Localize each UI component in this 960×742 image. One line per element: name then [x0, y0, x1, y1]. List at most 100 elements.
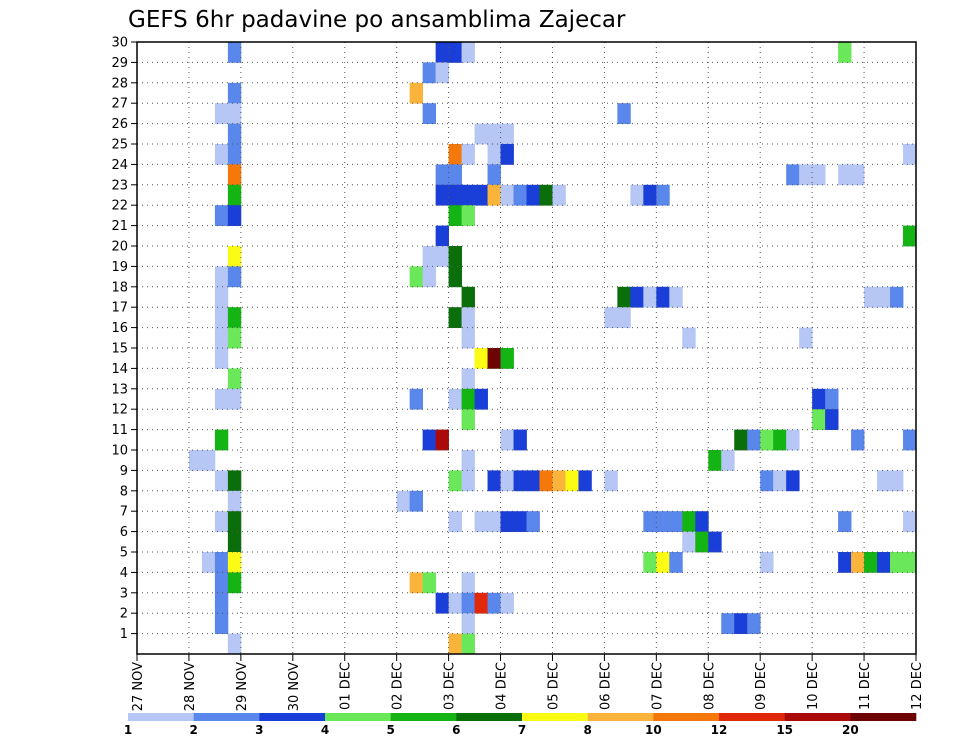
heatmap-cell: [422, 62, 437, 84]
heatmap-cell: [227, 327, 242, 349]
heatmap-cell: [435, 429, 449, 451]
heatmap-cell: [227, 388, 242, 410]
heatmap-cell: [461, 613, 475, 634]
heatmap-cell: [643, 286, 657, 308]
heatmap-cell: [227, 511, 242, 532]
y-tick-label: 26: [111, 117, 128, 132]
y-tick-label: 24: [111, 158, 128, 173]
heatmap-cell: [227, 470, 242, 492]
heatmap-cell: [487, 511, 501, 532]
heatmap-cell: [643, 552, 657, 573]
heatmap-cell: [903, 511, 917, 532]
heatmap-cell: [682, 531, 696, 553]
colorbar-swatch: [128, 713, 194, 721]
heatmap-cell: [474, 592, 488, 614]
heatmap-cell: [422, 266, 437, 288]
heatmap-cell: [825, 409, 839, 430]
heatmap-cell: [630, 286, 644, 308]
heatmap-cell: [903, 552, 917, 573]
colorbar-swatch: [653, 713, 720, 721]
heatmap-cell: [227, 184, 242, 206]
heatmap-cell: [227, 164, 242, 186]
x-tick-label: 03 DEC: [443, 662, 458, 710]
heatmap-cell: [851, 552, 865, 573]
y-tick-label: 3: [120, 586, 128, 601]
heatmap-cell: [214, 327, 229, 349]
colorbar-label: 15: [776, 723, 793, 737]
heatmap-cell: [890, 470, 904, 492]
heatmap-cell: [227, 368, 242, 390]
heatmap-cell: [812, 409, 826, 430]
heatmap-cell: [695, 531, 709, 553]
heatmap-cell: [851, 429, 865, 451]
y-tick-label: 7: [120, 505, 128, 520]
y-tick-label: 17: [111, 301, 128, 316]
heatmap-cell: [643, 184, 657, 206]
heatmap-cell: [734, 613, 748, 634]
heatmap-cell: [799, 164, 813, 186]
heatmap-cell: [435, 62, 449, 84]
y-tick-label: 10: [111, 444, 128, 459]
heatmap-cell: [799, 327, 813, 349]
heatmap-cell: [487, 164, 501, 186]
heatmap-cell: [695, 511, 709, 532]
heatmap-cell: [890, 552, 904, 573]
heatmap-cell: [526, 470, 540, 492]
heatmap-cell: [435, 225, 449, 247]
heatmap-cells: [188, 42, 917, 655]
heatmap-cell: [448, 144, 462, 165]
heatmap-cell: [214, 429, 229, 451]
heatmap-cell: [461, 368, 475, 390]
heatmap-cell: [617, 286, 631, 308]
heatmap-cell: [682, 511, 696, 532]
colorbar-label: 2: [189, 723, 197, 737]
heatmap-cell: [461, 388, 475, 410]
heatmap-cell: [214, 613, 229, 634]
heatmap-cell: [422, 246, 437, 267]
heatmap-cell: [448, 184, 462, 206]
heatmap-cell: [214, 103, 229, 124]
x-axis: 27 NOV 28 NOV 29 NOV 30 NOV 01 DEC 02 DEC 03 D…: [131, 654, 925, 711]
colorbar-label: 8: [583, 723, 591, 737]
heatmap-cell: [474, 123, 488, 145]
heatmap-cell: [500, 470, 514, 492]
heatmap-cell: [903, 144, 917, 165]
heatmap-cell: [227, 123, 242, 145]
heatmap-cell: [435, 246, 449, 267]
heatmap-cell: [877, 286, 891, 308]
heatmap-cell: [721, 613, 735, 634]
heatmap-cell: [474, 388, 488, 410]
y-tick-label: 14: [111, 362, 128, 377]
heatmap-cell: [838, 164, 852, 186]
chart-title: GEFS 6hr padavine po ansamblima Zajecar: [128, 7, 626, 33]
heatmap-cell: [227, 307, 242, 328]
heatmap-cell: [227, 144, 242, 165]
heatmap-cell: [604, 470, 618, 492]
heatmap-cell: [864, 286, 878, 308]
heatmap-cell: [227, 633, 242, 655]
heatmap-cell: [422, 572, 437, 594]
heatmap-cell: [487, 470, 501, 492]
colorbar-label: 20: [842, 723, 859, 737]
x-tick-label: 10 DEC: [806, 662, 821, 710]
heatmap-cell: [838, 511, 852, 532]
heatmap-cell: [643, 511, 657, 532]
heatmap-cell: [812, 164, 826, 186]
colorbar-label: 1: [124, 723, 132, 737]
y-tick-label: 28: [111, 76, 128, 91]
y-tick-label: 23: [111, 178, 128, 193]
heatmap-cell: [500, 429, 514, 451]
heatmap-cell: [890, 286, 904, 308]
heatmap-cell: [461, 592, 475, 614]
colorbar-swatch: [259, 713, 326, 721]
y-tick-label: 21: [111, 219, 128, 234]
colorbar-label: 6: [452, 723, 460, 737]
heatmap-cell: [838, 552, 852, 573]
colorbar-swatch: [522, 713, 588, 721]
heatmap-cell: [461, 327, 475, 349]
heatmap-cell: [448, 307, 462, 328]
heatmap-cell: [448, 388, 462, 410]
heatmap-cell: [409, 572, 424, 594]
colorbar-swatch: [587, 713, 654, 721]
